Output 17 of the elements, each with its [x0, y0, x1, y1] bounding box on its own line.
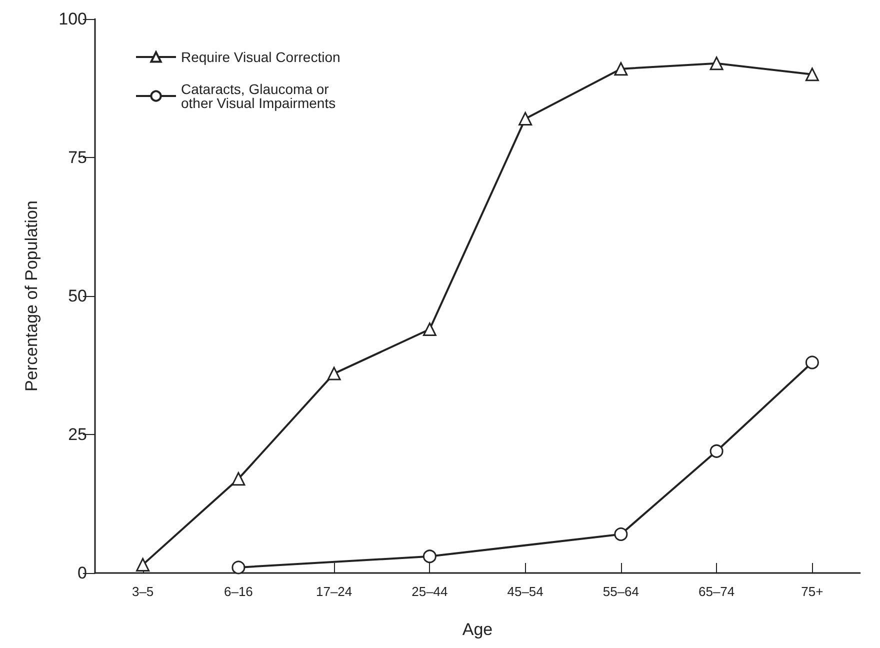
y-tick-label: 75 — [68, 148, 87, 167]
y-tick-label: 0 — [78, 564, 87, 582]
legend-label: Require Visual Correction — [181, 49, 340, 65]
y-axis-title: Percentage of Population — [22, 200, 41, 392]
x-tick-label: 25–44 — [412, 584, 448, 599]
x-axis-title: Age — [462, 620, 493, 639]
x-tick-label: 45–54 — [507, 584, 544, 599]
x-tick-label: 55–64 — [602, 584, 640, 599]
y-tick-label: 25 — [68, 425, 87, 444]
x-tick-label: 3–5 — [132, 584, 154, 599]
x-tick-label: 75+ — [801, 584, 824, 599]
x-tick-label: 65–74 — [698, 584, 735, 599]
x-tick-label: 6–16 — [224, 584, 253, 599]
x-tick-label: 17–24 — [316, 584, 352, 599]
legend-label: Cataracts, Glaucoma or other Visual Impairments — [181, 81, 336, 111]
y-tick-label: 100 — [58, 10, 87, 28]
y-tick-label: 50 — [68, 286, 87, 306]
